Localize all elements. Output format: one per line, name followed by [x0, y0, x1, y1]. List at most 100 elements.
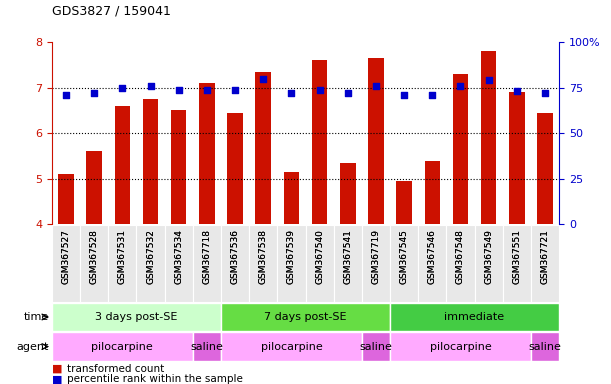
Text: GSM367540: GSM367540 [315, 229, 324, 284]
Bar [312, 60, 327, 224]
Text: GSM367548: GSM367548 [456, 229, 465, 284]
Bar [390, 332, 531, 361]
Text: GSM367549: GSM367549 [484, 229, 493, 284]
Point [484, 78, 494, 84]
FancyBboxPatch shape [249, 225, 277, 302]
FancyBboxPatch shape [193, 225, 221, 302]
Text: immediate: immediate [444, 312, 505, 322]
FancyBboxPatch shape [334, 225, 362, 302]
Point [540, 90, 550, 96]
Bar [221, 303, 390, 331]
Point [456, 83, 466, 89]
Bar [531, 332, 559, 361]
FancyBboxPatch shape [418, 225, 447, 302]
Text: pilocarpine: pilocarpine [260, 341, 322, 352]
Text: GSM367531: GSM367531 [118, 229, 127, 284]
Bar [193, 332, 221, 361]
FancyBboxPatch shape [390, 225, 418, 302]
Text: saline: saline [359, 341, 392, 352]
Text: GSM367548: GSM367548 [456, 229, 465, 284]
Point [174, 86, 184, 93]
Bar [143, 99, 158, 224]
Bar [221, 332, 362, 361]
Point [258, 76, 268, 82]
Bar [425, 161, 440, 224]
Text: GDS3827 / 159041: GDS3827 / 159041 [52, 4, 171, 17]
Text: 7 days post-SE: 7 days post-SE [264, 312, 347, 322]
Text: agent: agent [16, 341, 49, 352]
Text: GSM367534: GSM367534 [174, 229, 183, 284]
Text: GSM367527: GSM367527 [62, 229, 70, 284]
FancyBboxPatch shape [164, 225, 193, 302]
Point [230, 86, 240, 93]
Text: GSM367551: GSM367551 [512, 229, 521, 284]
Point [399, 92, 409, 98]
Text: GSM367545: GSM367545 [400, 229, 409, 284]
FancyBboxPatch shape [52, 225, 80, 302]
Text: GSM367528: GSM367528 [90, 229, 99, 284]
Bar [199, 83, 214, 224]
Point [202, 86, 212, 93]
Bar [368, 58, 384, 224]
Point [343, 90, 353, 96]
Point [89, 90, 99, 96]
Text: 3 days post-SE: 3 days post-SE [95, 312, 178, 322]
Text: GSM367721: GSM367721 [541, 229, 549, 284]
Bar [115, 106, 130, 224]
Text: GSM367536: GSM367536 [230, 229, 240, 284]
Bar [227, 113, 243, 224]
Text: GSM367551: GSM367551 [512, 229, 521, 284]
Text: pilocarpine: pilocarpine [430, 341, 491, 352]
Point [117, 85, 127, 91]
Text: time: time [24, 312, 49, 322]
FancyBboxPatch shape [136, 225, 164, 302]
Text: GSM367549: GSM367549 [484, 229, 493, 284]
Bar [52, 303, 221, 331]
Text: GSM367531: GSM367531 [118, 229, 127, 284]
Point [145, 83, 155, 89]
Text: GSM367718: GSM367718 [202, 229, 211, 284]
Bar [537, 113, 553, 224]
Text: GSM367532: GSM367532 [146, 229, 155, 284]
FancyBboxPatch shape [503, 225, 531, 302]
Text: GSM367538: GSM367538 [258, 229, 268, 284]
Text: GSM367540: GSM367540 [315, 229, 324, 284]
Text: GSM367534: GSM367534 [174, 229, 183, 284]
Text: ■: ■ [52, 364, 62, 374]
Bar [86, 151, 102, 224]
Text: GSM367719: GSM367719 [371, 229, 381, 284]
Text: GSM367718: GSM367718 [202, 229, 211, 284]
Bar [481, 51, 496, 224]
Text: GSM367539: GSM367539 [287, 229, 296, 284]
Bar [362, 332, 390, 361]
Point [512, 88, 522, 94]
Text: GSM367527: GSM367527 [62, 229, 70, 284]
FancyBboxPatch shape [362, 225, 390, 302]
Text: GSM367538: GSM367538 [258, 229, 268, 284]
Text: GSM367545: GSM367545 [400, 229, 409, 284]
Point [315, 86, 324, 93]
Text: GSM367541: GSM367541 [343, 229, 353, 284]
Bar [390, 303, 559, 331]
Text: GSM367536: GSM367536 [230, 229, 240, 284]
Point [428, 92, 437, 98]
FancyBboxPatch shape [475, 225, 503, 302]
FancyBboxPatch shape [80, 225, 108, 302]
Text: GSM367539: GSM367539 [287, 229, 296, 284]
Point [287, 90, 296, 96]
Text: GSM367546: GSM367546 [428, 229, 437, 284]
Text: pilocarpine: pilocarpine [92, 341, 153, 352]
Text: GSM367546: GSM367546 [428, 229, 437, 284]
Text: GSM367541: GSM367541 [343, 229, 353, 284]
Bar [255, 72, 271, 224]
Bar [58, 174, 74, 224]
FancyBboxPatch shape [108, 225, 136, 302]
Bar [340, 163, 356, 224]
Text: saline: saline [191, 341, 224, 352]
Text: GSM367719: GSM367719 [371, 229, 381, 284]
Bar [284, 172, 299, 224]
Point [371, 83, 381, 89]
Bar [397, 181, 412, 224]
Text: GSM367532: GSM367532 [146, 229, 155, 284]
Text: GSM367721: GSM367721 [541, 229, 549, 284]
